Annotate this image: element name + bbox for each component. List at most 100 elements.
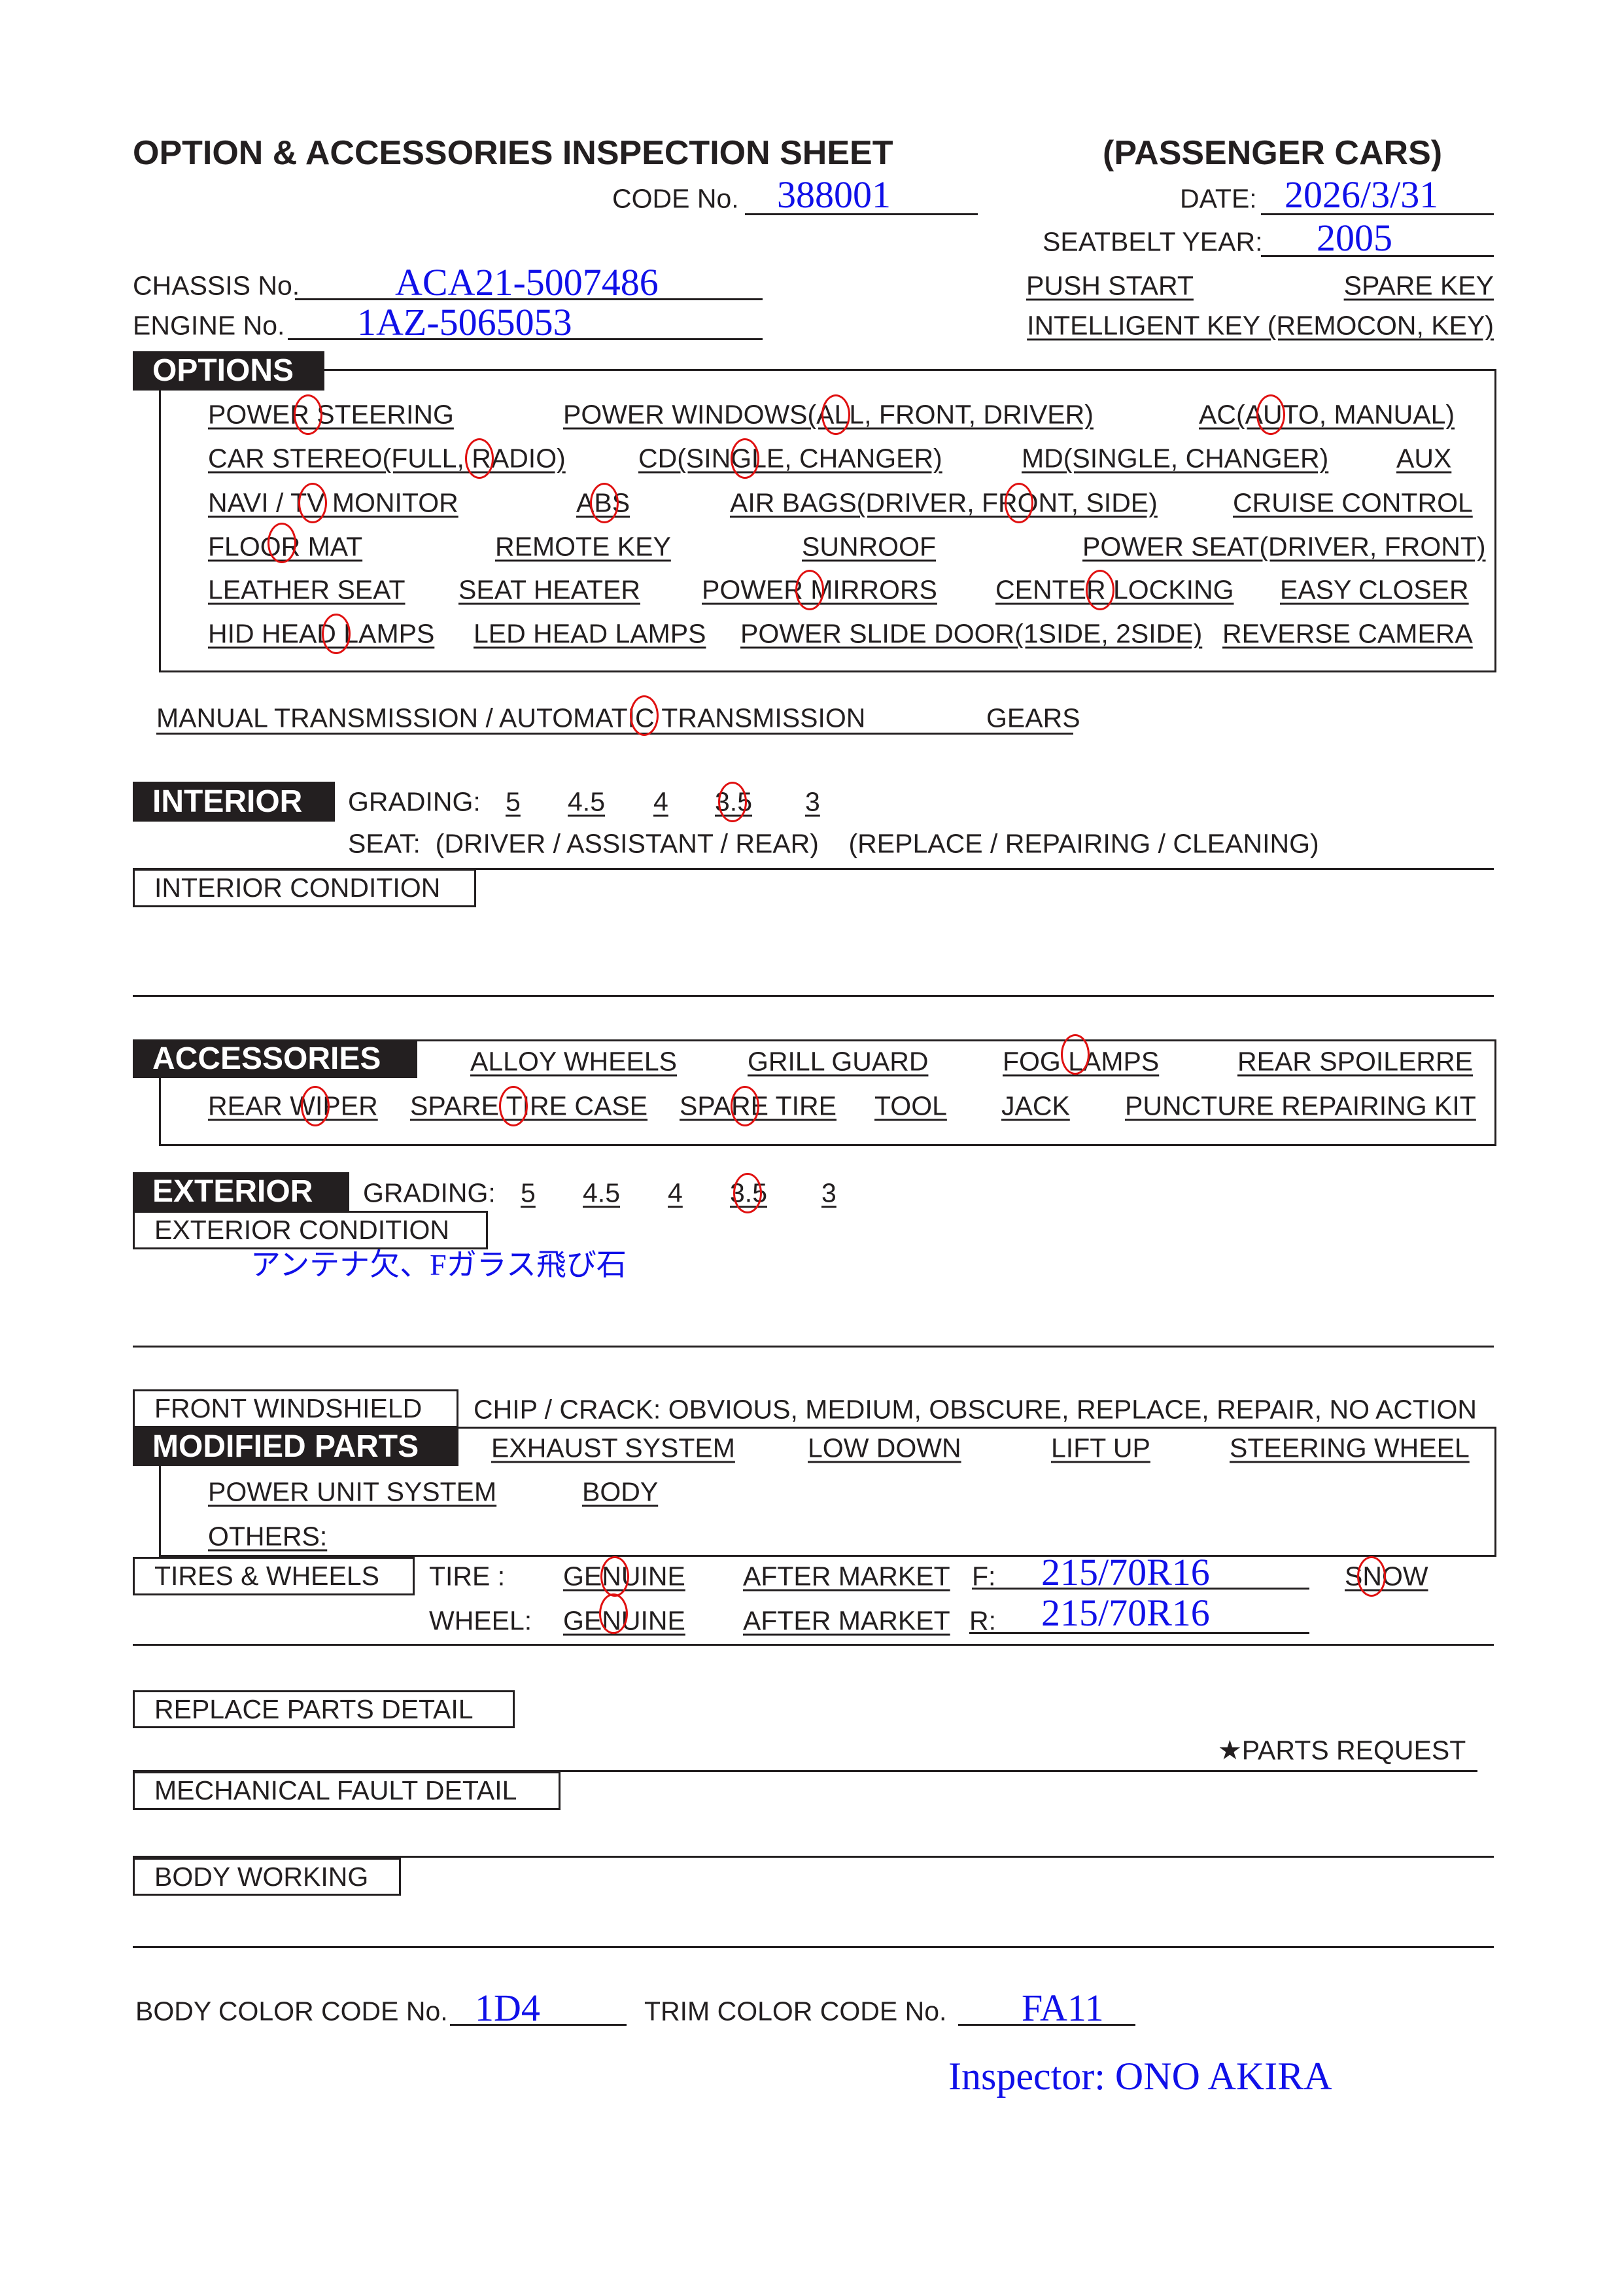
divider <box>133 1346 1494 1348</box>
option-item[interactable]: EASY CLOSER <box>1280 574 1469 605</box>
accessories-box <box>159 1039 1496 1146</box>
selection-circle <box>731 1086 759 1126</box>
front-tire-size[interactable]: 215/70R16 <box>1041 1551 1210 1593</box>
option-item[interactable]: HID HEAD LAMPS <box>208 618 435 649</box>
interior-grade[interactable]: 5 <box>506 786 521 817</box>
selection-circle <box>1357 1556 1386 1597</box>
divider <box>133 1946 1494 1948</box>
modified-item[interactable]: LIFT UP <box>1051 1433 1150 1463</box>
tire-after-market[interactable]: AFTER MARKET <box>743 1561 950 1592</box>
accessory-item[interactable]: ALLOY WHEELS <box>470 1046 677 1077</box>
intelligent-key-option[interactable]: INTELLIGENT KEY (REMOCON, KEY) <box>1027 310 1494 341</box>
modified-item[interactable]: LOW DOWN <box>808 1433 961 1463</box>
option-item[interactable]: LED HEAD LAMPS <box>474 618 706 649</box>
option-item[interactable]: POWER STEERING <box>208 399 454 430</box>
accessory-item[interactable]: JACK <box>1001 1090 1070 1121</box>
selection-circle <box>821 394 850 435</box>
option-item[interactable]: SEAT HEATER <box>458 574 640 605</box>
body-working-label: BODY WORKING <box>133 1858 401 1896</box>
options-box <box>159 369 1496 672</box>
divider <box>133 1856 1494 1858</box>
selection-circle <box>733 1173 762 1213</box>
chassis-label: CHASSIS No. <box>133 270 300 301</box>
option-item[interactable]: REMOTE KEY <box>495 531 671 562</box>
option-item[interactable]: MD(SINGLE, CHANGER) <box>1022 443 1329 474</box>
option-item[interactable]: CENTER LOCKING <box>995 574 1234 605</box>
selection-circle <box>322 614 351 654</box>
spare-key-option[interactable]: SPARE KEY <box>1343 270 1494 301</box>
parts-request-label: ★PARTS REQUEST <box>1218 1735 1466 1765</box>
modified-item[interactable]: STEERING WHEEL <box>1230 1433 1470 1463</box>
push-start-option[interactable]: PUSH START <box>1026 270 1194 301</box>
interior-grade[interactable]: 4 <box>653 786 668 817</box>
modified-item[interactable]: EXHAUST SYSTEM <box>491 1433 735 1463</box>
exterior-grade[interactable]: 5 <box>521 1177 536 1208</box>
sheet-title: OPTION & ACCESSORIES INSPECTION SHEET <box>133 134 893 172</box>
date-label: DATE: <box>1180 183 1257 214</box>
transmission-options[interactable]: MANUAL TRANSMISSION / AUTOMATIC TRANSMIS… <box>156 703 866 733</box>
front-underline <box>972 1588 1309 1590</box>
option-item[interactable]: POWER SLIDE DOOR(1SIDE, 2SIDE) <box>740 618 1203 649</box>
option-item[interactable]: CAR STEREO(FULL, RADIO) <box>208 443 566 474</box>
accessory-item[interactable]: TOOL <box>874 1090 947 1121</box>
seat-options[interactable]: SEAT: (DRIVER / ASSISTANT / REAR) (REPLA… <box>348 828 1319 859</box>
option-item[interactable]: AIR BAGS(DRIVER, FRONT, SIDE) <box>730 487 1158 518</box>
code-label: CODE No. <box>612 183 739 214</box>
option-item[interactable]: SUNROOF <box>802 531 936 562</box>
divider <box>133 995 1494 997</box>
wheel-after-market[interactable]: AFTER MARKET <box>743 1605 950 1636</box>
windshield-options[interactable]: CHIP / CRACK: OBVIOUS, MEDIUM, OBSCURE, … <box>474 1394 1477 1425</box>
selection-circle <box>294 394 322 435</box>
option-item[interactable]: CRUISE CONTROL <box>1233 487 1473 518</box>
option-item[interactable]: NAVI / TV MONITOR <box>208 487 458 518</box>
engine-underline <box>288 338 763 340</box>
code-value[interactable]: 388001 <box>777 173 891 216</box>
selection-circle <box>718 782 747 822</box>
option-item[interactable]: POWER SEAT(DRIVER, FRONT) <box>1082 531 1486 562</box>
trim-color-underline <box>958 2024 1135 2026</box>
exterior-grade[interactable]: 4.5 <box>583 1177 620 1208</box>
engine-value[interactable]: 1AZ-5065053 <box>357 301 572 343</box>
tires-wheels-label: TIRES & WHEELS <box>133 1557 415 1595</box>
body-color-value[interactable]: 1D4 <box>475 1987 540 2029</box>
interior-grade[interactable]: 4.5 <box>568 786 605 817</box>
exterior-condition-note[interactable]: アンテナ欠、Fガラス飛び石 <box>250 1248 627 1281</box>
date-value[interactable]: 2026/3/31 <box>1285 173 1439 216</box>
option-item[interactable]: REVERSE CAMERA <box>1222 618 1473 649</box>
seatbelt-label: SEATBELT YEAR: <box>1043 226 1263 257</box>
seatbelt-underline <box>1261 255 1494 257</box>
modified-others[interactable]: OTHERS: <box>208 1521 328 1552</box>
seatbelt-value[interactable]: 2005 <box>1317 217 1392 259</box>
replace-parts-label: REPLACE PARTS DETAIL <box>133 1690 515 1728</box>
accessory-item[interactable]: SPARE TIRE CASE <box>410 1090 648 1121</box>
rear-label: R: <box>969 1605 996 1636</box>
exterior-grading-label: GRADING: <box>363 1177 496 1208</box>
rear-tire-size[interactable]: 215/70R16 <box>1041 1592 1210 1634</box>
option-item[interactable]: AUX <box>1396 443 1452 474</box>
options-heading: OPTIONS <box>133 351 324 391</box>
chassis-value[interactable]: ACA21-5007486 <box>395 261 659 304</box>
accessory-item[interactable]: PUNCTURE REPAIRING KIT <box>1125 1090 1476 1121</box>
accessory-item[interactable]: GRILL GUARD <box>748 1046 929 1077</box>
option-item[interactable]: LEATHER SEAT <box>208 574 406 605</box>
trim-color-value[interactable]: FA11 <box>1022 1987 1104 2029</box>
exterior-grade[interactable]: 3 <box>821 1177 837 1208</box>
option-item[interactable]: CD(SINGLE, CHANGER) <box>638 443 942 474</box>
body-color-underline <box>450 2024 627 2026</box>
selection-circle <box>1005 483 1033 523</box>
option-item[interactable]: AC(AUTO, MANUAL) <box>1199 399 1455 430</box>
selection-circle <box>590 483 619 523</box>
gears-label: GEARS <box>986 703 1080 733</box>
selection-circle <box>1256 394 1285 435</box>
interior-grade[interactable]: 3 <box>805 786 820 817</box>
mechanical-fault-label: MECHANICAL FAULT DETAIL <box>133 1771 561 1810</box>
exterior-grade[interactable]: 4 <box>668 1177 683 1208</box>
inspector-name[interactable]: Inspector: ONO AKIRA <box>948 2055 1332 2098</box>
selection-circle <box>298 483 327 523</box>
modified-item[interactable]: BODY <box>582 1476 659 1507</box>
accessory-item[interactable]: REAR WIPER <box>208 1090 378 1121</box>
modified-item[interactable]: POWER UNIT SYSTEM <box>208 1476 497 1507</box>
vehicle-category: (PASSENGER CARS) <box>1103 134 1443 172</box>
accessory-item[interactable]: REAR SPOILERRE <box>1237 1046 1473 1077</box>
selection-circle <box>267 523 296 563</box>
